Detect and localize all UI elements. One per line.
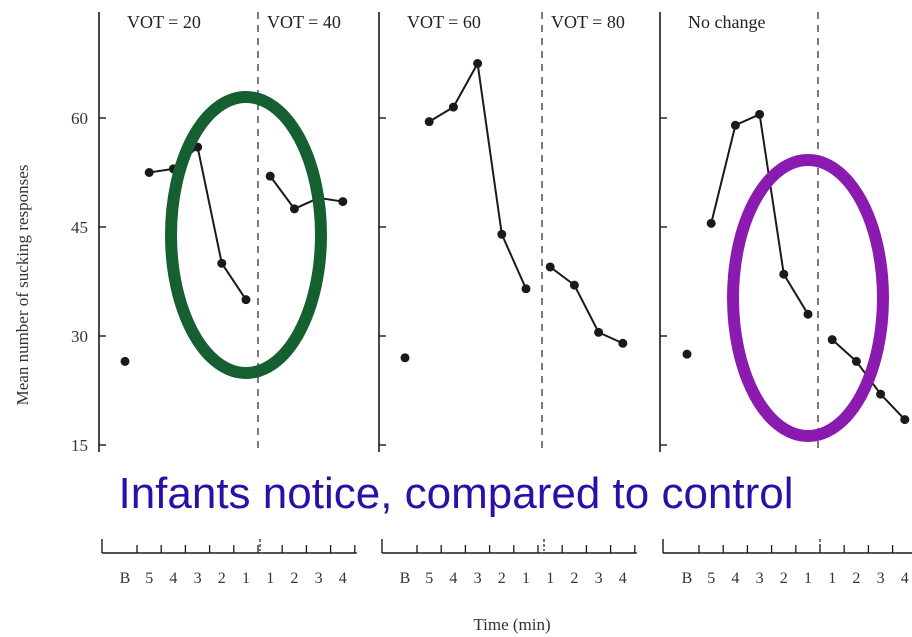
panel-2-pre-line — [710, 112, 809, 315]
panel-0-post-point-4 — [338, 197, 348, 207]
panel-1-x-tick-label-9: 4 — [619, 570, 627, 587]
panel-1-x-tick-label-0: B — [400, 570, 411, 587]
panel-2-x-tick-label-3: 3 — [756, 570, 764, 587]
panel-0-x-tick-label-9: 4 — [339, 570, 347, 587]
panel-2-pre-point-5 — [803, 309, 813, 319]
panel-1-pre-line — [428, 60, 527, 290]
panel-0-x-tick-label-7: 2 — [290, 570, 298, 587]
panel-2-x-tick-label-7: 2 — [852, 570, 860, 587]
panel-1-post-point-2 — [569, 280, 579, 290]
panel-2-x-tick-label-8: 3 — [877, 570, 885, 587]
panel-2-pre-label: No change — [688, 12, 765, 32]
axes-layer — [98, 12, 912, 554]
panel-1-post-line — [549, 266, 624, 345]
panel-2-x-tick-label-5: 1 — [804, 570, 812, 587]
panel-0-pre-label: VOT = 20 — [127, 12, 201, 32]
panel-0-post-point-2 — [289, 204, 299, 214]
y-axis-label: Mean number of sucking responses — [13, 165, 32, 406]
panel-0-x-tick-label-6: 1 — [266, 570, 274, 587]
panel-2-x-tick-label-4: 2 — [780, 570, 788, 587]
panel-0-x-tick-label-8: 3 — [315, 570, 323, 587]
y-tick-label-60: 60 — [71, 109, 88, 128]
panel-2-post-point-1 — [827, 335, 837, 345]
panel-1-pre-point-5 — [521, 284, 531, 294]
panel-1-post-point-4 — [618, 338, 628, 348]
panel-2-x-tick-label-9: 4 — [901, 570, 909, 587]
panel-1-x-tick-label-1: 5 — [425, 570, 433, 587]
panel-0-baseline-point — [120, 356, 130, 366]
panel-0-x-tick-label-3: 3 — [194, 570, 202, 587]
panel-2-post-point-2 — [851, 356, 861, 366]
y-tick-label-45: 45 — [71, 218, 88, 237]
panel-2-x-tick-label-0: B — [682, 570, 693, 587]
panel-1-x-tick-label-8: 3 — [595, 570, 603, 587]
panel-1-post-label: VOT = 80 — [551, 12, 625, 32]
panel-1-pre-point-4 — [497, 229, 507, 239]
panel-0-post-line — [269, 175, 343, 211]
panel-0-x-tick-label-4: 2 — [218, 570, 226, 587]
panel-0-pre-point-5 — [241, 295, 251, 305]
panel-1-pre-label: VOT = 60 — [407, 12, 481, 32]
panel-2-post-point-4 — [900, 415, 910, 425]
highlight-layer — [165, 91, 889, 442]
panel-0-x-tick-label-1: 5 — [145, 570, 153, 587]
panel-1-x-tick-label-6: 1 — [546, 570, 554, 587]
panel-0-x-tick-label-0: B — [120, 570, 131, 587]
panel-0-pre-point-4 — [217, 258, 227, 268]
panel-1-x-tick-label-7: 2 — [570, 570, 578, 587]
panel-0-x-tick-label-5: 1 — [242, 570, 250, 587]
panel-1-pre-point-2 — [448, 102, 458, 112]
y-tick-label-30: 30 — [71, 327, 88, 346]
y-tick-label-15: 15 — [71, 436, 88, 455]
panel-0-post-point-1 — [265, 171, 275, 181]
panel-1-x-tick-label-2: 4 — [449, 570, 457, 587]
panel-1-x-tick-label-4: 2 — [498, 570, 506, 587]
x-axis-label: Time (min) — [473, 615, 550, 634]
panel-1-pre-point-1 — [424, 117, 434, 127]
panel-0-x-tick-label-2: 4 — [169, 570, 177, 587]
panel-1-post-point-1 — [545, 262, 555, 272]
panel-2-pre-point-1 — [706, 218, 716, 228]
panel-1-baseline-point — [400, 353, 410, 363]
panel-2-x-tick-label-6: 1 — [828, 570, 836, 587]
panel-1-pre-point-3 — [473, 59, 483, 68]
panel-2-baseline-point — [682, 349, 692, 359]
highlight-ellipse-panel-2 — [727, 154, 889, 442]
panel-0-pre-point-1 — [144, 168, 154, 177]
panel-1-x-tick-label-5: 1 — [522, 570, 530, 587]
panel-1-post-point-3 — [594, 327, 604, 337]
panel-2-x-tick-label-1: 5 — [707, 570, 715, 587]
highlight-ellipse-panel-0 — [165, 91, 327, 379]
panel-2-x-tick-label-2: 4 — [731, 570, 739, 587]
panel-2-pre-point-3 — [755, 109, 765, 119]
panel-0-post-label: VOT = 40 — [267, 12, 341, 32]
panel-2-post-point-3 — [876, 389, 886, 399]
caption-text: Infants notice, compared to control — [118, 469, 794, 518]
panel-1-x-tick-label-3: 3 — [474, 570, 482, 587]
panel-2-pre-point-4 — [779, 269, 789, 279]
panel-0-pre-line — [149, 145, 247, 301]
panel-2-pre-point-2 — [730, 120, 740, 130]
